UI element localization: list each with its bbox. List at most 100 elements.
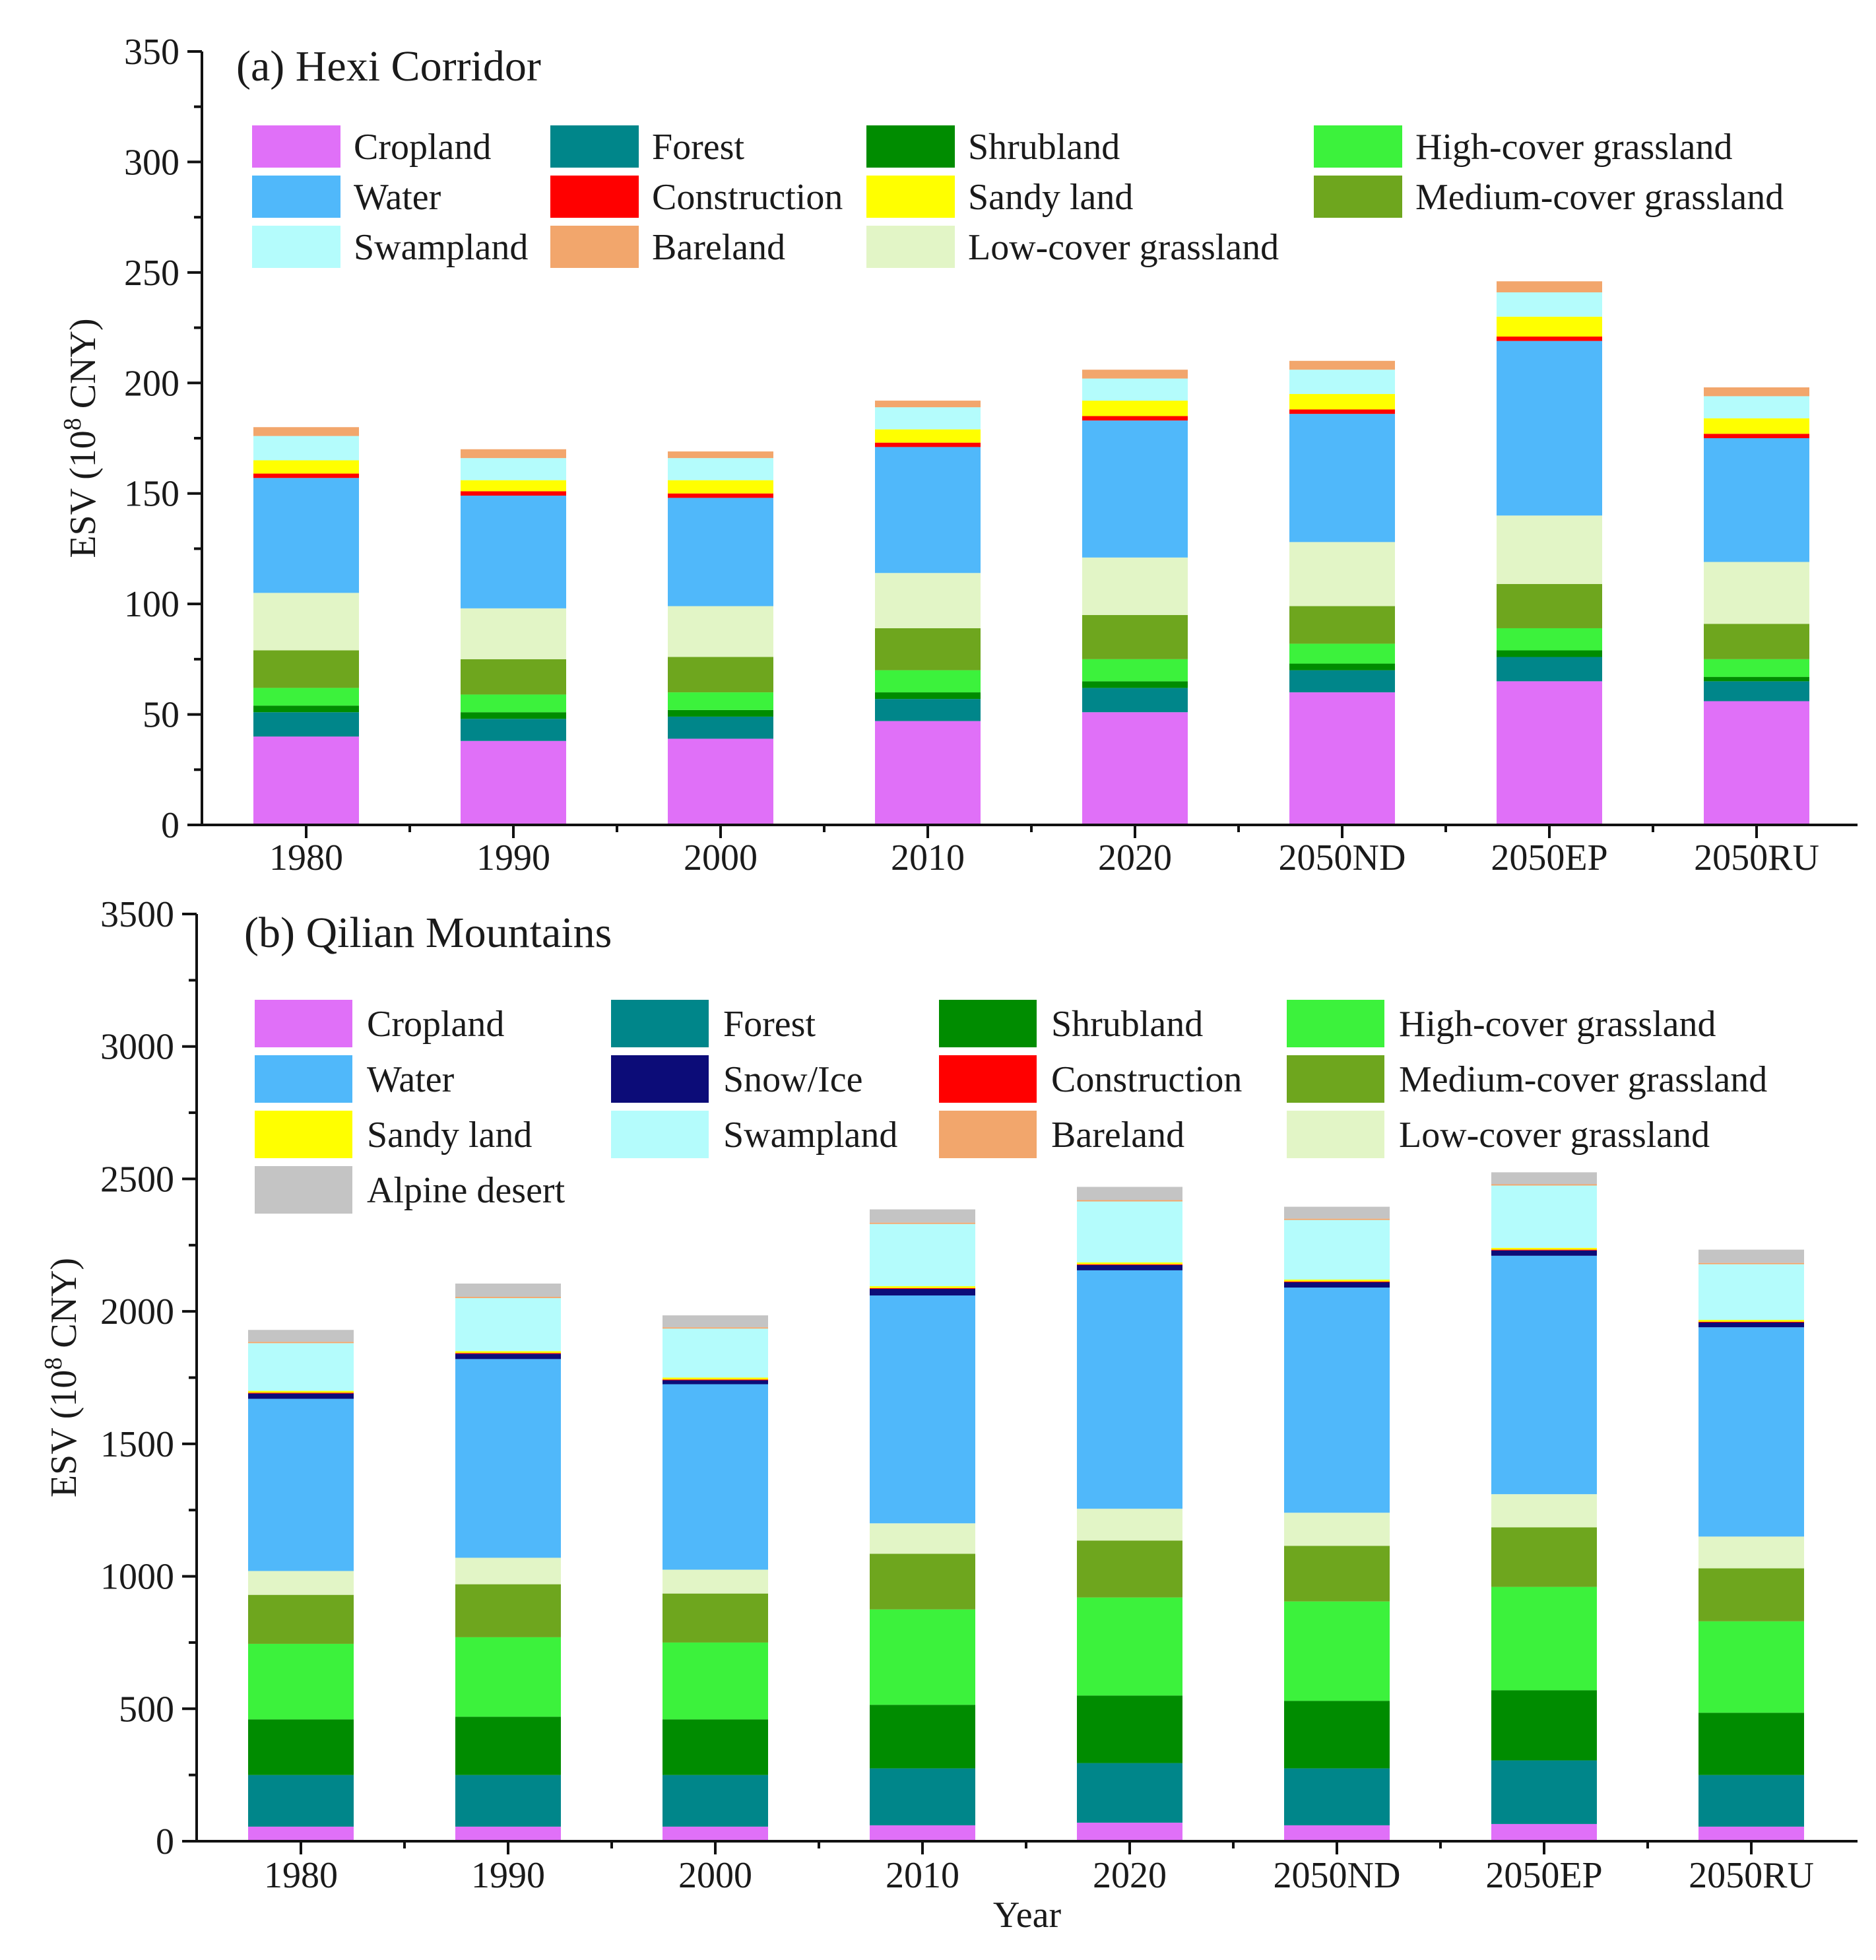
bar-segment-bareland-1990 bbox=[455, 1297, 561, 1299]
bar-segment-snow-ice-2050ru bbox=[1698, 1323, 1804, 1328]
x-tick-label-2050nd: 2050ND bbox=[1274, 1855, 1401, 1896]
bar-segment-sandy-land-2010 bbox=[875, 429, 981, 443]
y-tick-label: 300 bbox=[124, 142, 179, 183]
bar-segment-shrubland-2050ru bbox=[1698, 1713, 1804, 1775]
legend-swatch-medium-cover-grassland bbox=[1287, 1055, 1384, 1103]
bar-segment-swampland-2050ru bbox=[1698, 1264, 1804, 1320]
bar-segment-swampland-2020 bbox=[1077, 1201, 1182, 1262]
bar-segment-snow-ice-1980 bbox=[248, 1393, 354, 1399]
bar-segment-construction-1990 bbox=[455, 1353, 561, 1354]
legend-swatch-swampland bbox=[252, 226, 340, 268]
bar-segment-low-cover-grassland-2010 bbox=[870, 1523, 975, 1554]
bar-segment-shrubland-2050ep bbox=[1497, 650, 1602, 657]
bar-segment-cropland-1980 bbox=[253, 736, 359, 825]
bar-segment-water-2000 bbox=[668, 498, 773, 606]
bar-segment-shrubland-2010 bbox=[875, 692, 981, 700]
bar-segment-bareland-1980 bbox=[248, 1342, 354, 1344]
bar-segment-cropland-2050nd bbox=[1289, 692, 1395, 825]
bar-segment-medium-cover-grassland-1980 bbox=[248, 1594, 354, 1644]
bar-segment-snow-ice-2050nd bbox=[1284, 1282, 1390, 1288]
bar-segment-sandy-land-2050nd bbox=[1289, 394, 1395, 410]
y-tick-label: 2500 bbox=[100, 1159, 174, 1200]
bar-segment-shrubland-2000 bbox=[668, 709, 773, 717]
bar-segment-construction-2050ep bbox=[1497, 336, 1602, 341]
bar-segment-high-cover-grassland-2050ep bbox=[1497, 628, 1602, 651]
bar-segment-forest-2050nd bbox=[1289, 670, 1395, 693]
bar-segment-shrubland-2050ep bbox=[1491, 1690, 1597, 1761]
bar-segment-bareland-1980 bbox=[253, 427, 359, 436]
x-tick-label-2050nd: 2050ND bbox=[1279, 837, 1406, 878]
y-tick-label: 0 bbox=[161, 805, 179, 846]
legend-label-bareland: Bareland bbox=[652, 227, 785, 268]
legend-label-bareland: Bareland bbox=[1051, 1115, 1184, 1156]
bar-segment-forest-1980 bbox=[253, 712, 359, 737]
x-tick-label-2050ep: 2050EP bbox=[1491, 837, 1607, 878]
bar-segment-high-cover-grassland-2050nd bbox=[1284, 1601, 1390, 1701]
bar-segment-bareland-2050ep bbox=[1497, 281, 1602, 292]
bar-segment-cropland-2010 bbox=[870, 1825, 975, 1841]
bar-segment-water-1980 bbox=[248, 1398, 354, 1571]
legend: Cropland Forest Shrubland High-cover grassl… bbox=[255, 1000, 1767, 1214]
y-tick-label: 500 bbox=[119, 1689, 174, 1730]
bar-segment-alpine-desert-2050ep bbox=[1491, 1172, 1597, 1185]
bar-segment-sandy-land-2010 bbox=[870, 1286, 975, 1288]
bar-segment-snow-ice-2000 bbox=[663, 1380, 768, 1385]
bar-segment-water-1990 bbox=[461, 496, 566, 608]
y-tick-label: 350 bbox=[124, 32, 179, 73]
panel-title: (a) Hexi Corridor bbox=[236, 42, 541, 90]
bar-segment-low-cover-grassland-2050nd bbox=[1289, 542, 1395, 606]
bar-segment-bareland-2000 bbox=[663, 1327, 768, 1329]
bar-segment-forest-2000 bbox=[663, 1775, 768, 1827]
legend-swatch-forest bbox=[550, 125, 639, 168]
bar-segment-bareland-2020 bbox=[1082, 370, 1188, 379]
x-tick-label-2010: 2010 bbox=[886, 1855, 959, 1896]
bar-segment-sandy-land-2050nd bbox=[1284, 1279, 1390, 1282]
legend: Cropland Forest Shrubland High-cover grassl… bbox=[252, 125, 1784, 268]
bar-segment-water-2010 bbox=[870, 1295, 975, 1524]
bar-segment-cropland-2050ru bbox=[1704, 701, 1809, 825]
legend-swatch-snow-ice bbox=[611, 1055, 709, 1103]
bar-segment-water-2020 bbox=[1077, 1270, 1182, 1509]
bar-segment-snow-ice-2010 bbox=[870, 1289, 975, 1296]
bar-segment-construction-1980 bbox=[248, 1392, 354, 1394]
bar-segment-swampland-2010 bbox=[875, 407, 981, 430]
bar-segment-shrubland-2000 bbox=[663, 1719, 768, 1775]
bar-segment-high-cover-grassland-1990 bbox=[461, 694, 566, 713]
bar-segment-high-cover-grassland-2050ep bbox=[1491, 1586, 1597, 1691]
bar-segment-alpine-desert-1980 bbox=[248, 1330, 354, 1342]
legend-swatch-alpine-desert bbox=[255, 1166, 352, 1214]
bar-segment-medium-cover-grassland-1990 bbox=[461, 659, 566, 695]
bar-segment-sandy-land-2050ru bbox=[1704, 418, 1809, 434]
bar-segment-low-cover-grassland-2000 bbox=[663, 1569, 768, 1594]
x-tick-label-2020: 2020 bbox=[1098, 837, 1172, 878]
bar-segment-low-cover-grassland-2000 bbox=[668, 606, 773, 657]
panel-title: (b) Qilian Mountains bbox=[244, 909, 612, 957]
bar-segment-medium-cover-grassland-2020 bbox=[1082, 614, 1188, 659]
bar-segment-cropland-2020 bbox=[1077, 1822, 1182, 1841]
y-tick-label: 3000 bbox=[100, 1027, 174, 1068]
legend-swatch-shrubland bbox=[939, 1000, 1037, 1047]
legend-label-construction: Construction bbox=[1051, 1059, 1242, 1100]
y-tick-label: 250 bbox=[124, 253, 179, 294]
y-tick-label: 1000 bbox=[100, 1557, 174, 1598]
bar-segment-alpine-desert-2050nd bbox=[1284, 1206, 1390, 1219]
bar-segment-bareland-2010 bbox=[875, 401, 981, 408]
bar-segment-sandy-land-1980 bbox=[248, 1390, 354, 1393]
legend-label-sandy-land: Sandy land bbox=[968, 177, 1133, 218]
legend-label-snow-ice: Snow/Ice bbox=[723, 1059, 863, 1100]
bar-segment-low-cover-grassland-2050ru bbox=[1704, 562, 1809, 624]
bar-segment-shrubland-2050ru bbox=[1704, 676, 1809, 682]
legend-label-high-cover-grassland: High-cover grassland bbox=[1399, 1004, 1716, 1045]
bar-segment-low-cover-grassland-1990 bbox=[461, 608, 566, 659]
bar-segment-shrubland-2050nd bbox=[1284, 1701, 1390, 1769]
bar-segment-swampland-2010 bbox=[870, 1224, 975, 1287]
bar-segment-medium-cover-grassland-2000 bbox=[668, 657, 773, 693]
bar-segment-swampland-2050ep bbox=[1497, 292, 1602, 317]
y-axis-title: ESV (108 CNY) bbox=[59, 318, 104, 558]
bar-segment-low-cover-grassland-2050ep bbox=[1497, 515, 1602, 585]
y-tick-label: 0 bbox=[156, 1821, 174, 1862]
bar-segment-low-cover-grassland-2020 bbox=[1082, 557, 1188, 615]
bar-segment-construction-2050ep bbox=[1491, 1249, 1597, 1251]
chart-panel-a: 0 50 100 150 200 250 300 350 1980 1990 2000 2010 202… bbox=[59, 32, 1858, 878]
bar-segment-forest-2050ru bbox=[1698, 1775, 1804, 1827]
